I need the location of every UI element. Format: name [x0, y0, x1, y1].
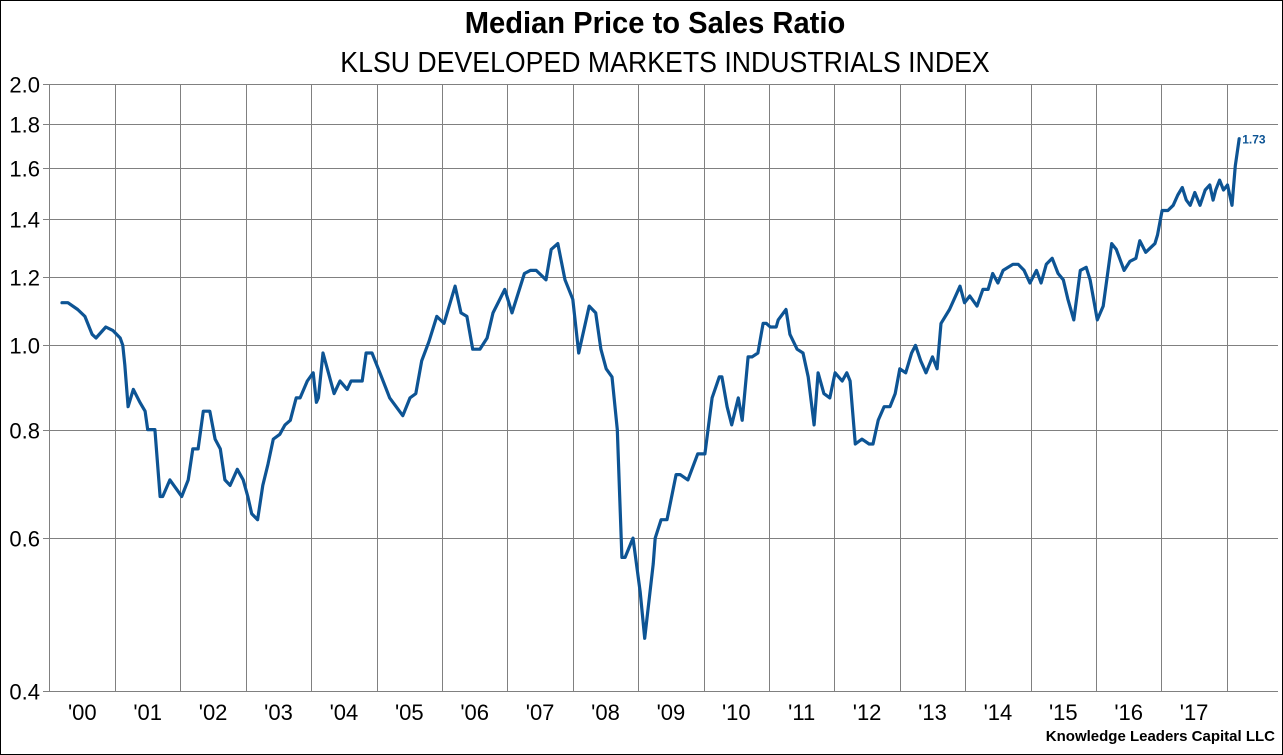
x-tick-label: '09 [657, 700, 686, 725]
y-tick-label: 1.6 [9, 157, 40, 182]
x-tick-label: '15 [1049, 700, 1078, 725]
x-tick-label: '14 [984, 700, 1013, 725]
x-tick-label: '06 [460, 700, 489, 725]
y-tick-label: 0.4 [9, 680, 40, 705]
x-tick-label: '08 [591, 700, 620, 725]
x-tick-label: '13 [918, 700, 947, 725]
gridlines [43, 84, 1278, 692]
y-tick-label: 0.8 [9, 419, 40, 444]
series-line [60, 137, 1241, 640]
x-axis: '00 '01 '02 '03 '04 '05 '06 '07 '08 '09 '10 '11 '12 '… [68, 700, 1208, 725]
y-tick-label: 0.6 [9, 527, 40, 552]
x-tick-label: '01 [133, 700, 162, 725]
x-tick-label: '12 [853, 700, 882, 725]
x-tick-label: '16 [1114, 700, 1143, 725]
y-tick-label: 1.8 [9, 113, 40, 138]
x-tick-label: '07 [526, 700, 555, 725]
series-group: 1.73 [60, 133, 1266, 640]
chart-title-text: Median Price to Sales Ratio [464, 5, 846, 40]
chart-subtitle: KLSU DEVELOPED MARKETS INDUSTRIALS INDEX [53, 47, 1233, 80]
x-tick-label: '03 [264, 700, 293, 725]
y-tick-label: 2.0 [9, 73, 40, 98]
y-tick-label: 1.0 [9, 334, 40, 359]
chart-title: Median Price to Sales Ratio [39, 5, 1245, 41]
x-tick-label: '02 [199, 700, 228, 725]
end-value-label: 1.73 [1242, 133, 1266, 147]
x-tick-label: '04 [330, 700, 359, 725]
x-tick-label: '05 [395, 700, 424, 725]
x-tick-label: '00 [68, 700, 97, 725]
x-tick-label: '10 [722, 700, 751, 725]
chart-subtitle-text: KLSU DEVELOPED MARKETS INDUSTRIALS INDEX [340, 47, 990, 79]
x-tick-label: '11 [788, 700, 815, 725]
y-axis: 0.4 0.6 0.8 1.0 1.2 1.4 1.6 1.8 2.0 [9, 73, 40, 705]
source-credit: Knowledge Leaders Capital LLC [1045, 728, 1275, 745]
x-tick-label: '17 [1180, 700, 1209, 725]
y-tick-label: 1.4 [9, 208, 40, 233]
y-tick-label: 1.2 [9, 266, 40, 291]
